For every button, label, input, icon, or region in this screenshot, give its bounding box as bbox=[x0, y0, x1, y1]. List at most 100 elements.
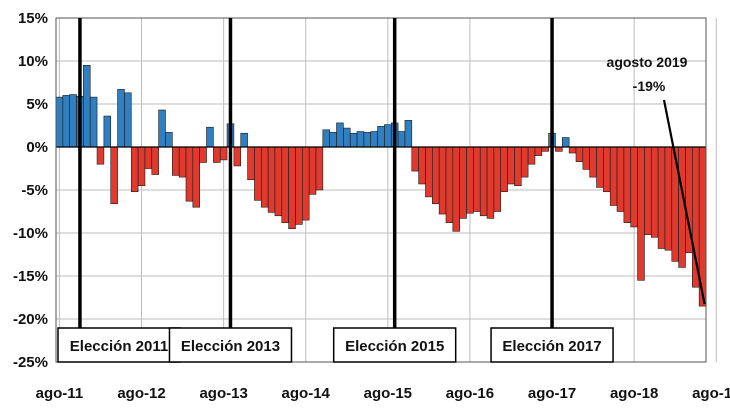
bar bbox=[55, 96, 64, 148]
bar bbox=[432, 146, 440, 205]
bar bbox=[541, 146, 549, 152]
bar bbox=[349, 132, 358, 148]
x-tick-label: ago-11 bbox=[36, 385, 84, 402]
election-label: Elección 2011 bbox=[70, 338, 168, 355]
bar bbox=[514, 146, 522, 187]
bar bbox=[62, 95, 70, 148]
bar bbox=[520, 146, 529, 178]
bar bbox=[534, 146, 543, 156]
bar bbox=[89, 96, 98, 148]
bar bbox=[466, 146, 474, 214]
election-box bbox=[332, 327, 457, 363]
bar bbox=[657, 146, 666, 249]
bar bbox=[260, 146, 269, 208]
bar bbox=[445, 146, 454, 223]
bar bbox=[96, 146, 105, 165]
bar bbox=[630, 146, 638, 228]
bar bbox=[486, 146, 495, 219]
bar bbox=[124, 92, 132, 148]
bar bbox=[233, 146, 242, 167]
bar bbox=[185, 146, 194, 202]
bar bbox=[213, 146, 221, 163]
bar bbox=[603, 146, 611, 193]
bar bbox=[479, 146, 488, 217]
bar bbox=[507, 146, 515, 185]
election-label: Elección 2015 bbox=[345, 338, 444, 355]
election-label: Elección 2017 bbox=[502, 338, 601, 355]
bar bbox=[582, 146, 590, 170]
bar bbox=[370, 131, 378, 148]
bar bbox=[623, 146, 632, 223]
bar bbox=[568, 146, 577, 154]
bar bbox=[199, 146, 207, 163]
y-tick-label: 5% bbox=[26, 96, 48, 113]
y-tick-label: -20% bbox=[13, 311, 48, 328]
bar bbox=[117, 89, 125, 148]
bar bbox=[144, 146, 153, 169]
bar bbox=[363, 132, 372, 148]
election-label: Elección 2013 bbox=[181, 338, 280, 355]
bar bbox=[493, 146, 502, 212]
bar bbox=[589, 146, 597, 178]
y-tick-label: 0% bbox=[26, 139, 48, 156]
bar bbox=[452, 146, 460, 232]
bar bbox=[418, 146, 426, 185]
x-tick-label: ago-16 bbox=[446, 385, 494, 402]
bar bbox=[219, 146, 228, 161]
x-tick-label: ago-12 bbox=[117, 385, 165, 402]
y-tick-label: -10% bbox=[13, 225, 48, 242]
bar bbox=[103, 115, 112, 148]
bar bbox=[575, 146, 584, 162]
bar bbox=[404, 120, 413, 148]
bar bbox=[315, 146, 324, 191]
bar bbox=[240, 132, 248, 148]
bar bbox=[254, 146, 262, 201]
bar bbox=[274, 146, 283, 217]
bar bbox=[247, 146, 255, 180]
bar bbox=[473, 146, 481, 212]
bar bbox=[206, 126, 214, 148]
bar bbox=[322, 129, 330, 148]
y-tick-label: -25% bbox=[13, 354, 48, 371]
annotation-label: agosto 2019 bbox=[607, 54, 688, 70]
bar bbox=[329, 132, 337, 148]
bar bbox=[596, 146, 604, 188]
bar bbox=[411, 146, 419, 172]
bar bbox=[281, 146, 289, 223]
election-box bbox=[490, 327, 614, 363]
bar bbox=[500, 146, 508, 193]
bar bbox=[110, 146, 118, 205]
bar bbox=[192, 146, 200, 208]
bar bbox=[172, 146, 180, 176]
bar bbox=[130, 146, 139, 193]
y-tick-label: 15% bbox=[18, 10, 48, 27]
annotation-value: -19% bbox=[633, 78, 666, 94]
bar bbox=[650, 146, 659, 238]
x-tick-label: ago-13 bbox=[199, 385, 247, 402]
x-tick-label: ago-17 bbox=[528, 385, 576, 402]
bar bbox=[83, 65, 91, 148]
bar bbox=[158, 109, 166, 148]
election-box bbox=[57, 327, 181, 363]
bar bbox=[425, 146, 433, 198]
bar bbox=[288, 146, 296, 229]
y-tick-label: -15% bbox=[13, 268, 48, 285]
bar bbox=[165, 132, 173, 148]
bar bbox=[302, 146, 310, 221]
bar bbox=[377, 126, 385, 148]
bar bbox=[664, 146, 673, 251]
bar bbox=[384, 124, 392, 148]
bar bbox=[555, 146, 563, 152]
bar bbox=[616, 146, 625, 212]
bar bbox=[295, 146, 303, 225]
election-box bbox=[168, 327, 293, 363]
bar bbox=[637, 146, 645, 281]
bar bbox=[343, 127, 351, 148]
bar bbox=[644, 146, 652, 236]
bar bbox=[356, 131, 365, 148]
annotation-arrow bbox=[662, 99, 706, 305]
x-tick-label: ago-15 bbox=[364, 385, 412, 402]
bar bbox=[267, 146, 276, 213]
bar bbox=[137, 146, 146, 187]
